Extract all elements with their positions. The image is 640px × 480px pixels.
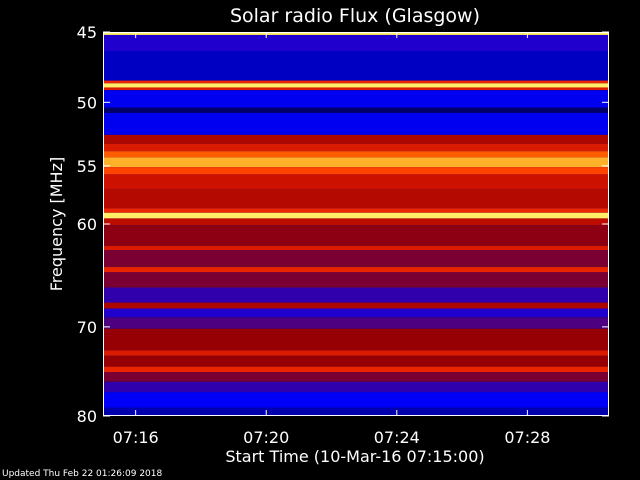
intensity-band-11	[103, 151, 609, 158]
intensity-band-6	[103, 90, 609, 108]
plot-area	[103, 32, 609, 416]
intensity-band-24	[103, 287, 609, 303]
intensity-band-0	[103, 32, 609, 35]
intensity-band-23	[103, 272, 609, 288]
y-axis-label: Frequency [MHz]	[47, 157, 66, 291]
intensity-band-26	[103, 308, 609, 318]
intensity-band-31	[103, 366, 609, 373]
intensity-band-17	[103, 212, 609, 219]
updated-timestamp: Updated Thu Feb 22 01:26:09 2018	[2, 469, 163, 479]
intensity-band-35	[103, 407, 609, 416]
intensity-band-4	[103, 83, 609, 88]
intensity-band-21	[103, 250, 609, 268]
x-tick-label: 07:28	[504, 428, 550, 447]
x-tick-label: 07:16	[113, 428, 159, 447]
intensity-band-20	[103, 245, 609, 251]
intensity-band-10	[103, 143, 609, 152]
intensity-band-18	[103, 218, 609, 226]
intensity-band-7	[103, 107, 609, 113]
intensity-band-1	[103, 34, 609, 52]
intensity-band-29	[103, 350, 609, 356]
intensity-band-33	[103, 381, 609, 393]
intensity-band-9	[103, 134, 609, 144]
x-axis-ticks: 07:16 07:20 07:24 07:28	[113, 32, 550, 447]
intensity-band-30	[103, 355, 609, 367]
intensity-band-32	[103, 372, 609, 382]
intensity-band-15	[103, 189, 609, 209]
intensity-band-27	[103, 317, 609, 329]
intensity-band-12	[103, 157, 609, 168]
intensity-band-3	[103, 80, 609, 84]
chart-title: Solar radio Flux (Glasgow)	[230, 5, 480, 27]
y-axis-ticks: 45 50 55 60 70 80	[77, 23, 609, 426]
y-tick-label: 80	[77, 407, 97, 426]
y-tick-label: 50	[77, 93, 97, 112]
intensity-band-28	[103, 328, 609, 351]
intensity-band-14	[103, 174, 609, 190]
intensity-band-19	[103, 225, 609, 246]
intensity-band-22	[103, 267, 609, 273]
x-tick-label: 07:20	[243, 428, 289, 447]
intensity-band-5	[103, 87, 609, 91]
intensity-band-25	[103, 302, 609, 309]
intensity-band-8	[103, 112, 609, 135]
y-tick-label: 70	[77, 318, 97, 337]
x-axis-label: Start Time (10-Mar-16 07:15:00)	[225, 447, 484, 466]
y-tick-label: 60	[77, 215, 97, 234]
intensity-band-16	[103, 208, 609, 213]
x-tick-label: 07:24	[374, 428, 420, 447]
intensity-band-13	[103, 167, 609, 175]
intensity-band-34	[103, 392, 609, 408]
y-tick-label: 45	[77, 23, 97, 42]
y-tick-label: 55	[77, 157, 97, 176]
intensity-band-2	[103, 51, 609, 81]
